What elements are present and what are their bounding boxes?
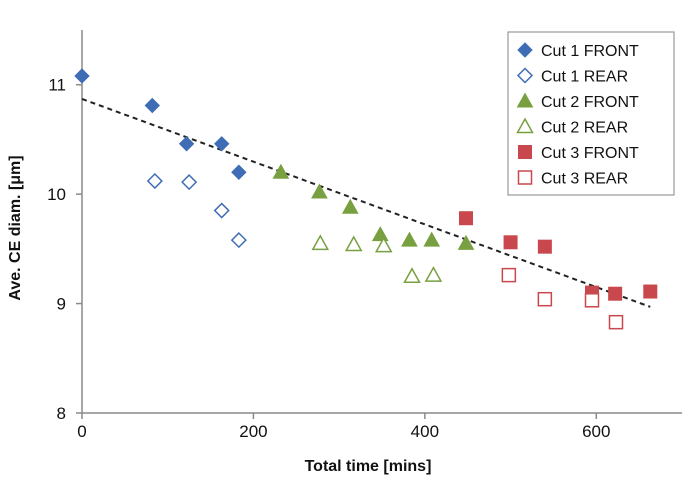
data-point xyxy=(643,284,658,299)
data-point xyxy=(74,68,90,84)
legend-marker xyxy=(516,92,534,108)
data-point xyxy=(537,291,553,307)
data-point xyxy=(423,231,441,247)
legend-marker xyxy=(517,170,533,185)
data-point xyxy=(311,183,328,199)
legend-marker xyxy=(518,145,532,159)
legend-label: Cut 3 REAR xyxy=(541,171,628,188)
x-tick-label: 400 xyxy=(411,422,439,441)
data-point xyxy=(608,314,624,330)
legend-label: Cut 2 FRONT xyxy=(541,94,639,111)
data-point xyxy=(424,266,443,282)
data-point xyxy=(146,172,163,190)
legend-marker xyxy=(516,67,534,84)
x-axis-title: Total time [mins] xyxy=(305,458,432,475)
data-point xyxy=(213,202,230,219)
y-tick-label: 9 xyxy=(57,295,66,314)
data-point xyxy=(311,234,330,251)
legend-entry: Cut 2 FRONT xyxy=(516,92,639,111)
x-tick-label: 600 xyxy=(582,422,610,441)
data-point xyxy=(144,97,160,114)
legend-label: Cut 1 REAR xyxy=(541,69,628,86)
y-tick-label: 8 xyxy=(57,404,66,423)
data-point xyxy=(272,163,290,179)
data-point xyxy=(501,267,517,283)
trendline xyxy=(81,98,651,308)
series-1 xyxy=(74,68,247,180)
legend-entry: Cut 3 REAR xyxy=(517,170,628,188)
legend-label: Cut 1 FRONT xyxy=(541,43,639,60)
data-point xyxy=(231,164,247,180)
legend-label: Cut 3 FRONT xyxy=(541,145,639,162)
data-point xyxy=(403,267,421,283)
data-point xyxy=(178,136,195,152)
y-tick-label: 10 xyxy=(47,185,66,204)
data-point xyxy=(503,235,518,250)
legend-marker xyxy=(517,42,533,58)
series-2 xyxy=(146,172,247,249)
data-point xyxy=(341,198,359,214)
legend-entry: Cut 2 REAR xyxy=(516,117,628,137)
x-tick-label: 0 xyxy=(77,422,86,441)
axes: 0 200 400 600 8 9 10 11 xyxy=(47,30,682,441)
data-point xyxy=(608,286,623,301)
data-point xyxy=(457,234,475,250)
data-point xyxy=(181,174,198,191)
data-points xyxy=(74,68,658,330)
data-point xyxy=(374,236,393,253)
legend-entry: Cut 1 FRONT xyxy=(517,42,639,60)
legend-label: Cut 2 REAR xyxy=(541,120,628,137)
series-6 xyxy=(501,267,624,330)
data-point xyxy=(371,226,389,242)
data-point xyxy=(537,239,552,254)
legend-entry: Cut 3 FRONT xyxy=(518,145,639,162)
data-point xyxy=(584,293,600,308)
series-4 xyxy=(311,234,443,283)
y-axis-title: Ave. CE diam. [μm] xyxy=(7,155,24,300)
legend: Cut 1 FRONT Cut 1 REAR Cut 2 FRONT Cut 2 RE… xyxy=(507,31,675,196)
series-5 xyxy=(459,211,658,301)
y-tick-label: 11 xyxy=(48,76,66,95)
data-point xyxy=(401,231,418,247)
series-3 xyxy=(272,163,475,250)
legend-entry: Cut 1 REAR xyxy=(516,67,628,86)
legend-box xyxy=(507,31,675,196)
x-tick-label: 200 xyxy=(239,422,267,441)
data-point xyxy=(344,235,363,252)
trendline-layer xyxy=(81,98,651,308)
legend-marker xyxy=(516,117,534,134)
data-point xyxy=(459,211,473,226)
data-point xyxy=(230,232,247,249)
data-point xyxy=(214,136,230,152)
